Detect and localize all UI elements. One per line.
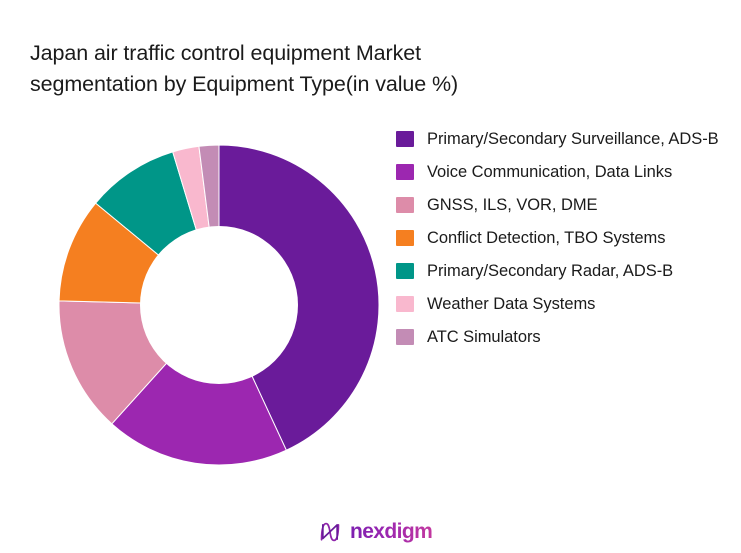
legend-item-label: GNSS, ILS, VOR, DME [427, 196, 598, 214]
legend-item-label: Primary/Secondary Radar, ADS-B [427, 262, 674, 280]
brand-logo: nexdigm [317, 518, 433, 546]
legend-item-label: Weather Data Systems [427, 295, 596, 313]
legend-item[interactable]: ATC Simulators [396, 324, 726, 350]
legend-item-label: Conflict Detection, TBO Systems [427, 229, 666, 247]
legend-swatch-icon [396, 230, 414, 246]
legend-swatch-icon [396, 131, 414, 147]
legend-item[interactable]: Conflict Detection, TBO Systems [396, 225, 726, 251]
page-title: Japan air traffic control equipment Mark… [30, 41, 459, 96]
legend-swatch-icon [396, 164, 414, 180]
legend-item[interactable]: Primary/Secondary Radar, ADS-B [396, 258, 726, 284]
legend-swatch-icon [396, 263, 414, 279]
nexdigm-n-mark-icon [320, 522, 340, 542]
legend-item[interactable]: Primary/Secondary Surveillance, ADS-B [396, 126, 726, 152]
donut-chart-svg [59, 145, 379, 465]
donut-hole [140, 226, 298, 384]
legend-swatch-icon [396, 197, 414, 213]
donut-slice[interactable] [218, 145, 379, 451]
legend-item[interactable]: Weather Data Systems [396, 291, 726, 317]
donut-slice[interactable] [111, 304, 287, 465]
brand-logo-text: nexdigm [350, 520, 433, 543]
legend-item-label: Voice Communication, Data Links [427, 163, 673, 181]
legend-swatch-icon [396, 296, 414, 312]
legend-item[interactable]: GNSS, ILS, VOR, DME [396, 192, 726, 218]
donut-chart [59, 145, 379, 465]
chart-legend: Primary/Secondary Surveillance, ADS-B Voi… [396, 126, 726, 357]
legend-item[interactable]: Voice Communication, Data Links [396, 159, 726, 185]
legend-item-label: ATC Simulators [427, 328, 541, 346]
legend-swatch-icon [396, 329, 414, 345]
legend-item-label: Primary/Secondary Surveillance, ADS-B [427, 130, 719, 148]
